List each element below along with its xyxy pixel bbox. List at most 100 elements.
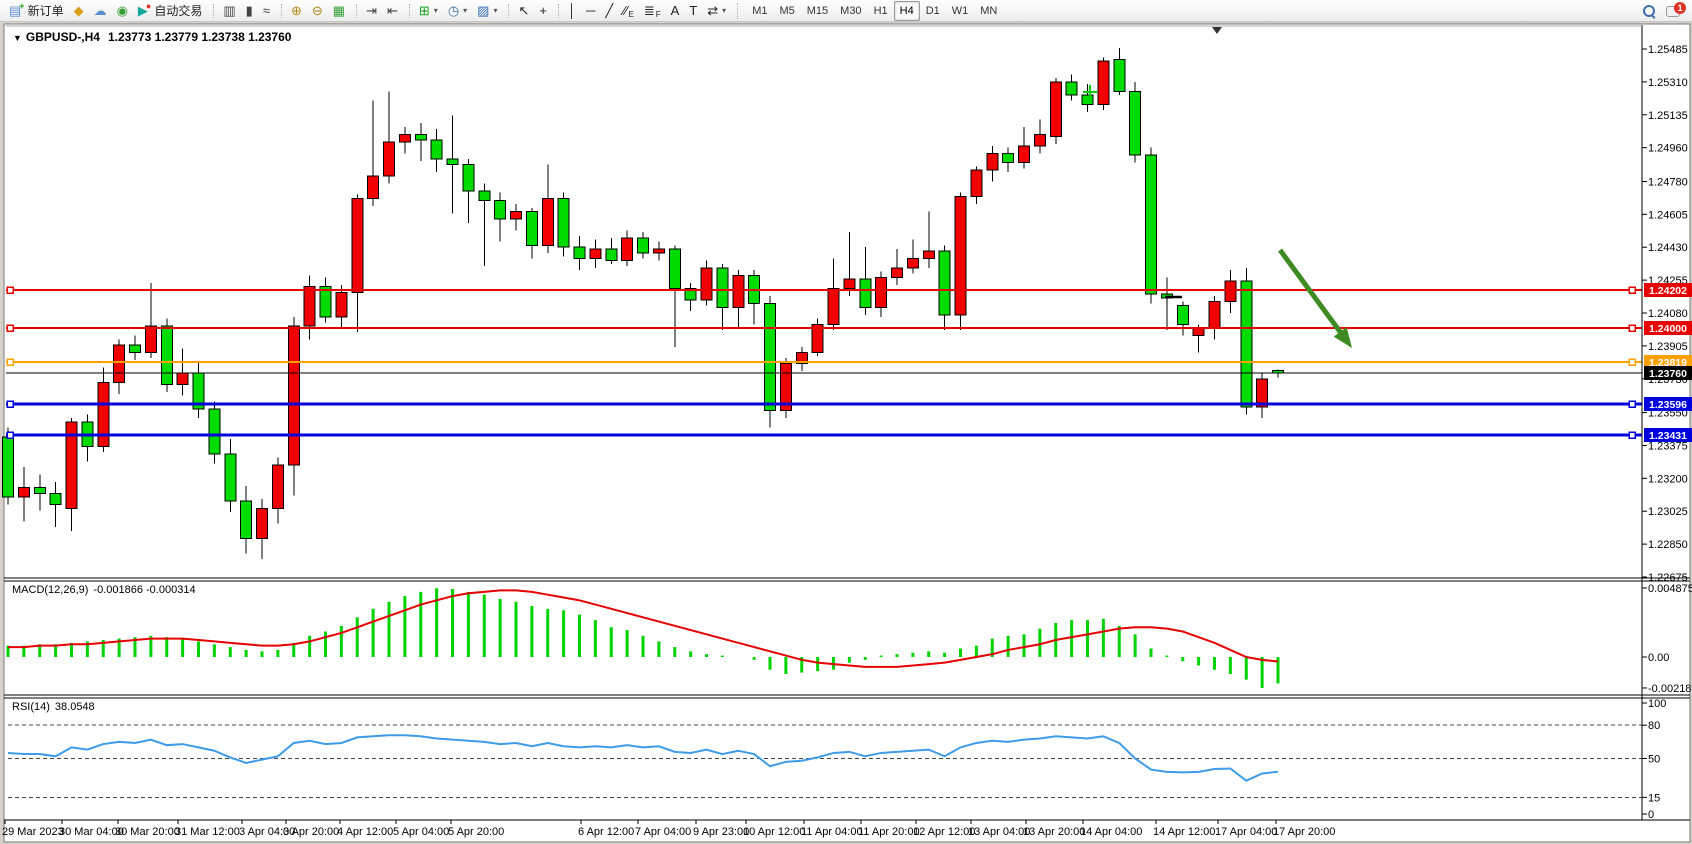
periods-button[interactable]: ◷ ▾ (443, 1, 472, 21)
line-handle[interactable] (6, 431, 14, 439)
candle-body (557, 197, 570, 248)
autotrading-button[interactable]: ▶ ● 自动交易 (133, 1, 207, 21)
chart-shift-button[interactable]: ⇤ (382, 1, 403, 21)
rsi-axis-label: 15 (1648, 792, 1660, 804)
time-axis-label: 14 Apr 04:00 (1080, 826, 1142, 838)
candlestick-chart-icon: ▮ (245, 2, 253, 18)
bearish-arrow[interactable] (1277, 248, 1346, 339)
macd-pane[interactable]: 0.004875 0.00 -0.002187 (6, 583, 1692, 695)
vertical-line-button[interactable]: │ (563, 1, 581, 21)
zoom-out-button[interactable]: ⊖ (307, 1, 328, 21)
line-handle[interactable] (1628, 431, 1636, 439)
icon-letter: E (628, 9, 634, 19)
arrows-icon: ⇄ (707, 2, 719, 18)
chart-ohlc-values: 1.23773 1.23779 1.23738 1.23760 (107, 30, 292, 44)
timeframe-h4[interactable]: H4 (893, 0, 920, 21)
indicators-icon: ⊞ (418, 2, 430, 18)
price-badge-value: 1.23431 (1649, 430, 1687, 442)
candle-body (843, 278, 856, 290)
candle-body (510, 211, 522, 220)
candle-body (398, 133, 411, 143)
templates-button[interactable]: ▨ ▾ (472, 1, 502, 21)
line-handle[interactable] (1628, 286, 1636, 294)
toolbar-separator (737, 2, 742, 19)
timeframe-m1[interactable]: M1 (752, 4, 768, 17)
rsi-pane[interactable]: 100 80 50 15 0 (7, 698, 1666, 821)
candle-body (811, 323, 824, 353)
indicators-button[interactable]: ⊞ ▾ (414, 1, 443, 21)
trendline-button[interactable]: ╱ (600, 1, 618, 21)
equidistant-channel-button[interactable]: ∕∕ E (618, 1, 639, 21)
toolbar-separator (508, 3, 510, 18)
price-badge (1644, 283, 1692, 297)
timeframe-h1[interactable]: H1 (873, 4, 888, 17)
chart-symbol-period: GBPUSD-,H4 (25, 30, 100, 44)
bar-chart-button[interactable]: ▥ (218, 1, 240, 21)
candle-body (1129, 90, 1142, 156)
time-axis-label: 10 Apr 12:00 (743, 826, 805, 838)
notifications-icon[interactable]: 1 (1666, 2, 1686, 19)
line-handle[interactable] (6, 358, 14, 366)
timeframe-buttons: M1 M5 M15 M30 H1 H4 D1 W1 MN (746, 0, 1003, 21)
time-axis-label: 3 Apr 04:00 (239, 826, 295, 838)
candle-body (1256, 378, 1269, 408)
candlestick-chart-button[interactable]: ▮ (241, 1, 258, 21)
timeframe-d1[interactable]: D1 (925, 4, 940, 17)
icon-letter: F (655, 9, 661, 19)
price-axis-label: 1.23200 (1648, 473, 1688, 485)
trendline-icon: ╱ (605, 2, 614, 18)
candle-body (49, 492, 62, 506)
collapse-triangle-icon[interactable]: ▼ (13, 33, 22, 43)
timeframe-mn[interactable]: MN (980, 4, 998, 17)
line-handle[interactable] (6, 324, 14, 332)
candle-body (160, 325, 173, 385)
macd-indicator-label: MACD(12,26,9) -0.001866 -0.000314 (12, 584, 196, 596)
line-handle[interactable] (1628, 400, 1636, 408)
signals-button[interactable]: ◉ (112, 1, 133, 21)
line-handle[interactable] (1628, 324, 1636, 332)
icon-badge: ● (145, 0, 152, 11)
community-button[interactable]: ☁ (89, 1, 112, 21)
bearish-arrow-head[interactable] (1333, 327, 1352, 348)
crosshair-button[interactable]: + (534, 1, 552, 21)
timeframe-m5[interactable]: M5 (779, 4, 795, 17)
price-badge-value: 1.24000 (1649, 323, 1687, 335)
cursor-button[interactable]: ↖ (513, 1, 534, 21)
line-chart-button[interactable]: ≈ (258, 1, 275, 21)
price-badge (1644, 428, 1692, 442)
candle-body (383, 141, 395, 177)
candle-body (779, 363, 792, 412)
zoom-in-button[interactable]: ⊕ (286, 1, 307, 21)
line-handle[interactable] (6, 286, 14, 294)
auto-scroll-button[interactable]: ⇥ (361, 1, 382, 21)
arrows-button[interactable]: ⇄ ▾ (702, 1, 731, 21)
timeframe-w1[interactable]: W1 (951, 4, 969, 17)
horizontal-line-button[interactable]: ─ (581, 1, 600, 21)
candle-body (335, 291, 348, 318)
tile-windows-button[interactable]: ▦ (328, 1, 350, 21)
text-label-button[interactable]: T (684, 1, 702, 21)
toolbar-separator (213, 3, 215, 18)
candle-body (430, 139, 443, 160)
macd-axis-label: -0.002187 (1648, 683, 1692, 695)
new-order-icon: ▤ (9, 2, 22, 18)
candle-body (303, 286, 316, 327)
timeframe-m15[interactable]: M15 (806, 4, 829, 17)
candle-body (668, 248, 681, 290)
rsi-axis-label: 0 (1648, 809, 1654, 821)
price-axis-label: 1.22850 (1648, 539, 1688, 551)
timeframe-m30[interactable]: M30 (840, 4, 862, 17)
price-badge-value: 1.23596 (1649, 399, 1687, 411)
search-icon[interactable] (1642, 4, 1656, 19)
text-button[interactable]: A (666, 1, 685, 21)
fibonacci-button[interactable]: ≣ F (639, 1, 666, 21)
candle-body (1208, 301, 1221, 329)
new-order-button[interactable]: ▤ + 新订单 (4, 1, 69, 21)
line-handle[interactable] (6, 400, 14, 408)
line-handle[interactable] (1628, 358, 1636, 366)
notification-count-badge: 1 (1674, 2, 1686, 14)
chart-shift-marker-icon (1212, 27, 1222, 34)
market-button[interactable]: ◆ (69, 1, 89, 21)
candle-body (1033, 133, 1046, 147)
